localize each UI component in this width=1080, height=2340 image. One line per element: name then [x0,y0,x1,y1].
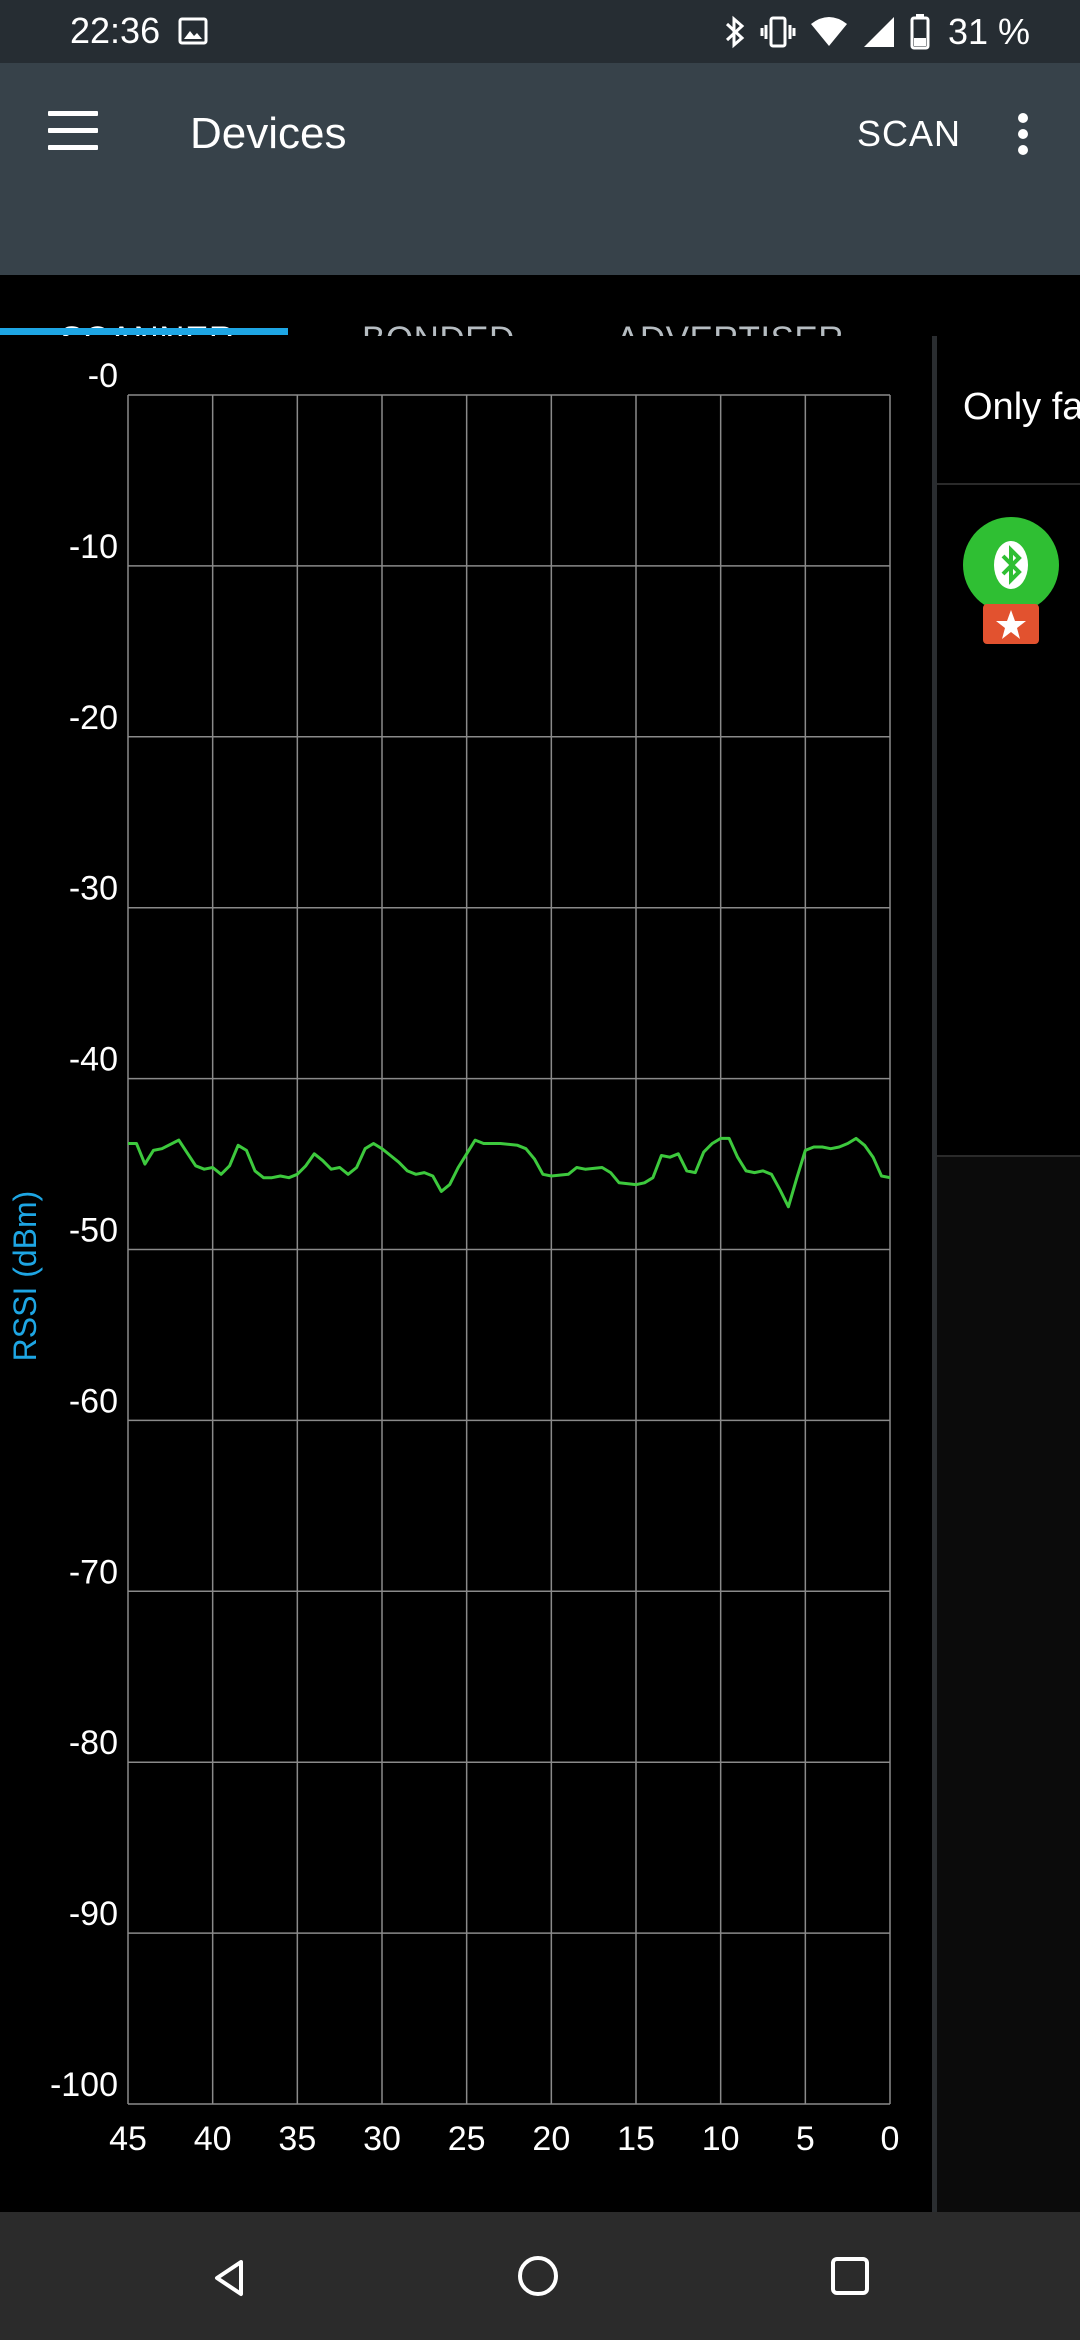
bluetooth-device-icon[interactable] [963,517,1059,613]
y-tick-label: -60 [69,1382,118,1420]
rssi-chart-panel[interactable]: -0 -10 -20 -30 -40 -50 -60 -70 -80 -90 -100 45 40 35… [0,336,932,2212]
y-tick-label: -40 [69,1041,118,1079]
wifi-icon [810,17,847,46]
tab-indicator [0,328,288,335]
panel-divider[interactable] [932,336,937,2212]
y-tick-label: -30 [69,870,118,908]
list-divider [937,1155,1080,1157]
battery-percent: 31 % [947,11,1030,52]
x-tick-label: 15 [617,2120,655,2158]
battery-icon [910,14,930,50]
x-tick-label: 5 [796,2120,815,2158]
y-tick-label: -10 [69,528,118,566]
y-tick-label: -50 [69,1212,118,1250]
only-favorites-label[interactable]: Only fa [963,386,1080,428]
y-tick-label: -80 [69,1724,118,1762]
vibrate-icon [760,16,796,48]
x-axis-ticks: 45 40 35 30 25 20 15 10 5 0 [109,2120,899,2158]
recent-apps-icon[interactable] [830,2256,870,2296]
image-icon [178,17,208,45]
menu-icon[interactable] [40,111,106,159]
more-options-icon[interactable] [1010,113,1036,161]
status-icons: 31 % [724,8,1030,56]
y-tick-label: -20 [69,699,118,737]
scan-button[interactable]: SCAN [857,113,962,154]
rssi-series-line [128,1136,891,1209]
favorite-star-icon [983,604,1039,644]
y-tick-label: -0 [88,357,118,395]
x-tick-label: 30 [363,2120,401,2158]
page-title: Devices [190,109,347,158]
home-icon[interactable] [516,2254,560,2298]
device-list-panel: Only fa [937,336,1080,2212]
back-icon[interactable] [207,2256,251,2300]
system-nav-bar [0,2212,1080,2340]
bluetooth-icon [725,15,745,49]
x-tick-label: 45 [109,2120,147,2158]
x-tick-label: 10 [702,2120,740,2158]
chart-series [128,1136,891,1209]
x-tick-label: 35 [278,2120,316,2158]
y-tick-label: -70 [69,1553,118,1591]
status-bar: 22:36 31 % [0,0,1080,63]
x-tick-label: 25 [448,2120,486,2158]
list-divider [937,483,1080,485]
y-axis-label: RSSI (dBm) [7,1191,43,1362]
y-tick-label: -100 [50,2066,118,2104]
signal-icon [863,17,894,47]
rssi-chart: -0 -10 -20 -30 -40 -50 -60 -70 -80 -90 -100 45 40 35… [7,357,899,2158]
x-tick-label: 0 [881,2120,900,2158]
app-bar: Devices SCAN SCANNER BONDED ADVERTISER [0,63,1080,359]
y-tick-label: -90 [69,1895,118,1933]
status-time: 22:36 [70,10,161,51]
y-axis-ticks: -0 -10 -20 -30 -40 -50 -60 -70 -80 -90 -100 [50,357,118,2104]
bluetooth-icon [994,541,1028,589]
device-list-area [937,336,1080,1156]
x-tick-label: 20 [532,2120,570,2158]
x-tick-label: 40 [194,2120,232,2158]
chart-grid [127,394,891,2105]
